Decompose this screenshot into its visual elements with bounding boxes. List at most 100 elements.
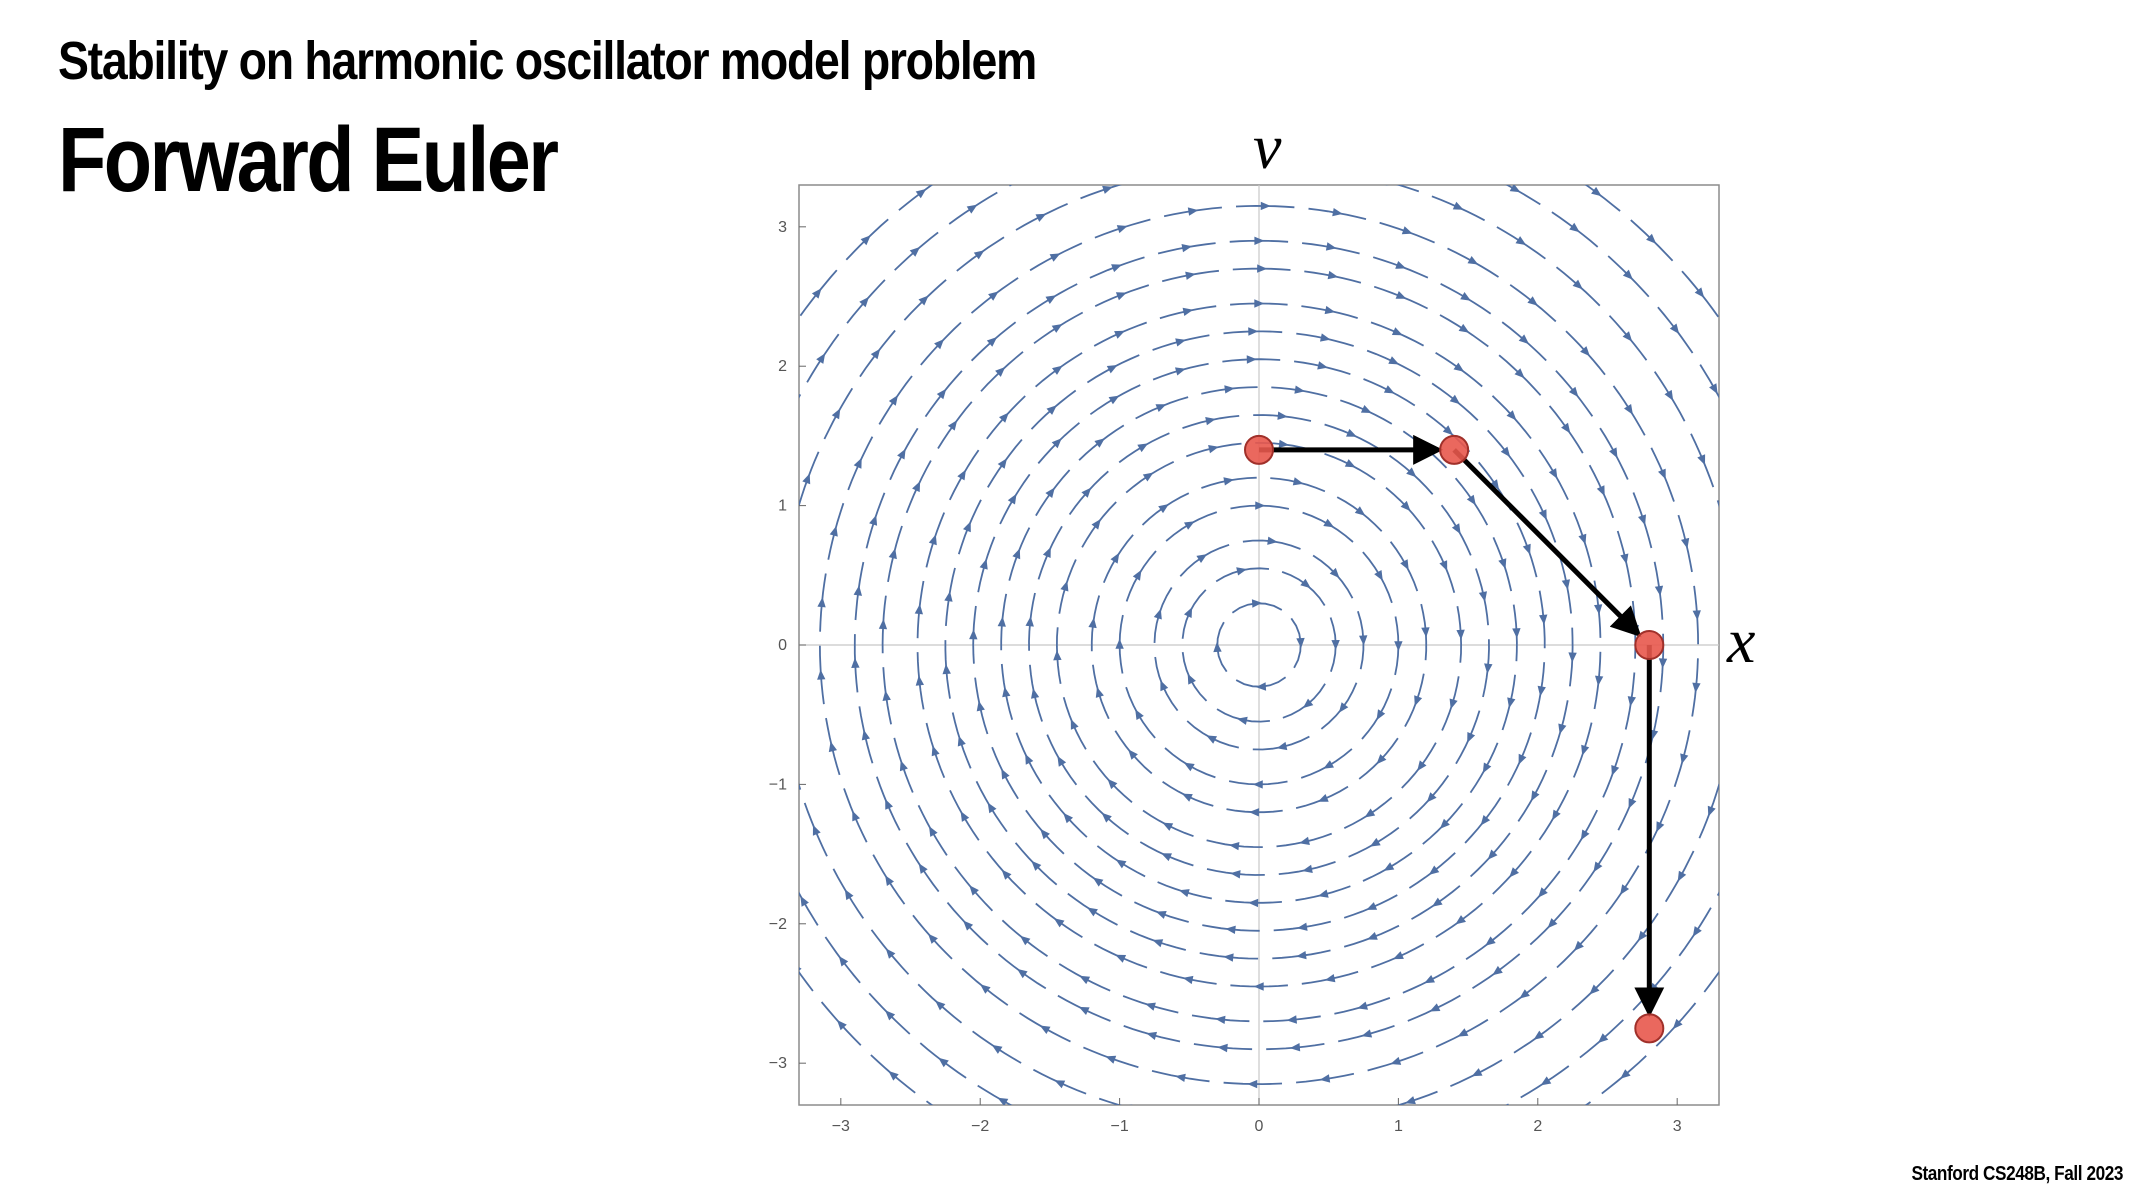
stream-arrowhead bbox=[1611, 765, 1620, 776]
streamline-segment bbox=[1748, 776, 1765, 831]
stream-arrowhead bbox=[1540, 1076, 1552, 1086]
stream-arrowhead bbox=[1490, 479, 1500, 490]
stream-arrowhead bbox=[800, 895, 809, 907]
stream-arrowhead bbox=[1568, 652, 1577, 663]
stream-arrowhead bbox=[888, 548, 897, 560]
stream-arrowhead bbox=[727, 834, 735, 845]
stream-arrowhead bbox=[1206, 735, 1217, 744]
stream-arrowhead bbox=[1548, 468, 1558, 479]
stream-arrowhead bbox=[1391, 327, 1403, 336]
stream-arrowhead bbox=[1325, 242, 1337, 251]
stream-arrowhead bbox=[1292, 477, 1304, 486]
stream-arrowhead bbox=[1692, 926, 1702, 937]
stream-arrowhead bbox=[944, 591, 953, 602]
stream-arrowhead bbox=[1364, 808, 1376, 818]
stream-arrowhead bbox=[1020, 935, 1031, 946]
stream-arrowhead bbox=[1153, 608, 1162, 620]
stream-arrowhead bbox=[1296, 951, 1307, 960]
stream-arrowhead bbox=[1500, 446, 1511, 458]
stream-arrowhead bbox=[1359, 635, 1368, 646]
stream-arrowhead bbox=[1509, 185, 1521, 193]
stream-arrowhead bbox=[1394, 641, 1403, 652]
stream-arrowhead bbox=[1471, 1068, 1483, 1077]
stream-arrowhead bbox=[1395, 261, 1407, 269]
stream-arrowhead bbox=[1253, 982, 1264, 991]
stream-arrowhead bbox=[1487, 849, 1498, 860]
stream-arrowhead bbox=[1361, 1029, 1373, 1038]
stream-arrowhead bbox=[1658, 658, 1668, 669]
stream-arrowhead bbox=[991, 1044, 1003, 1054]
stream-arrowhead bbox=[1740, 448, 1748, 459]
stream-arrowhead bbox=[1537, 685, 1546, 697]
stream-arrowhead bbox=[697, 549, 705, 560]
stream-arrowhead bbox=[909, 247, 920, 257]
stream-arrowhead bbox=[1376, 709, 1386, 721]
stream-arrowhead bbox=[1466, 494, 1476, 506]
stream-arrowhead bbox=[1001, 768, 1010, 780]
stream-arrowhead bbox=[811, 288, 822, 299]
stream-arrowhead bbox=[756, 481, 764, 492]
streamline-segment bbox=[1775, 564, 1781, 621]
stream-arrowhead bbox=[693, 693, 701, 703]
stream-arrowhead bbox=[988, 291, 999, 301]
stream-arrowhead bbox=[1129, 1150, 1140, 1158]
stream-arrowhead bbox=[1142, 472, 1154, 482]
stream-arrowhead bbox=[1506, 410, 1517, 421]
stream-arrowhead bbox=[1196, 554, 1208, 563]
stream-arrowhead bbox=[1252, 780, 1263, 789]
stream-arrowhead bbox=[1146, 1031, 1157, 1040]
stream-arrowhead bbox=[946, 1115, 957, 1124]
stream-arrowhead bbox=[1053, 918, 1065, 928]
stream-arrowhead bbox=[1054, 1080, 1066, 1089]
stream-arrowhead bbox=[999, 412, 1009, 423]
y-tick-label: −3 bbox=[769, 1055, 787, 1072]
stream-arrowhead bbox=[1192, 1118, 1202, 1126]
stream-arrowhead bbox=[1039, 1025, 1051, 1034]
stream-arrowhead bbox=[1480, 815, 1491, 826]
stream-arrowhead bbox=[980, 984, 991, 994]
streamline-segment bbox=[778, 662, 784, 720]
stream-arrowhead bbox=[1114, 330, 1125, 339]
stream-arrowhead bbox=[1777, 659, 1785, 669]
stream-arrowhead bbox=[947, 420, 958, 431]
stream-arrowhead bbox=[1354, 506, 1366, 516]
stream-arrowhead bbox=[838, 956, 849, 967]
stream-arrowhead bbox=[1405, 1096, 1416, 1105]
streamline-segment bbox=[1778, 813, 1798, 868]
streamline-segment bbox=[1169, 1117, 1226, 1125]
stream-arrowhead bbox=[1817, 695, 1825, 705]
stream-arrowhead bbox=[1539, 614, 1548, 625]
stream-arrowhead bbox=[1001, 869, 1012, 880]
stream-arrowhead bbox=[1135, 709, 1144, 720]
stream-arrowhead bbox=[1400, 500, 1411, 512]
stream-arrowhead bbox=[1257, 264, 1268, 273]
stream-arrowhead bbox=[1017, 968, 1028, 979]
stream-arrowhead bbox=[1248, 898, 1259, 908]
stream-arrowhead bbox=[1237, 716, 1248, 725]
streamline-segment bbox=[1021, 111, 1075, 133]
streamline-segment bbox=[1177, 1161, 1234, 1167]
stream-arrowhead bbox=[1376, 754, 1387, 765]
stream-arrowhead bbox=[1172, 168, 1183, 176]
streamline-segment bbox=[1292, 165, 1349, 173]
stream-arrowhead bbox=[928, 933, 938, 944]
stream-arrowhead bbox=[1327, 80, 1338, 88]
stream-arrowhead bbox=[1568, 386, 1579, 398]
stream-arrowhead bbox=[1446, 153, 1457, 161]
streamline-segment bbox=[1505, 1103, 1509, 1105]
stream-arrowhead bbox=[897, 448, 906, 460]
stream-arrowhead bbox=[790, 756, 798, 767]
stream-arrowhead bbox=[812, 824, 821, 836]
stream-arrowhead bbox=[1538, 887, 1548, 898]
stream-arrowhead bbox=[1213, 641, 1222, 653]
stream-arrowhead bbox=[1302, 864, 1313, 873]
stream-arrowhead bbox=[1105, 1055, 1117, 1064]
stream-arrowhead bbox=[997, 616, 1006, 627]
stream-arrowhead bbox=[1320, 333, 1331, 342]
stream-arrowhead bbox=[914, 604, 923, 615]
stream-arrowhead bbox=[1366, 902, 1378, 910]
x-tick-label: 2 bbox=[1533, 1118, 1542, 1135]
stream-arrowhead bbox=[1580, 346, 1590, 357]
streamline-segment bbox=[695, 597, 697, 655]
stream-arrowhead bbox=[915, 675, 924, 686]
